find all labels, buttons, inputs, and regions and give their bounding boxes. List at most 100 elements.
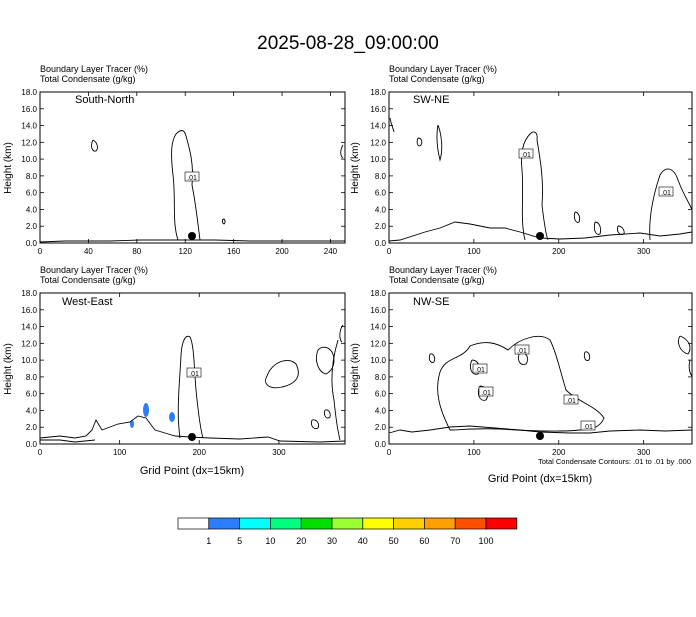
y-tick-label: 0.0 <box>26 239 38 248</box>
tracer-contour <box>416 137 423 147</box>
colorbar-label: 100 <box>478 536 493 546</box>
y-tick-label: 10.0 <box>370 155 386 164</box>
axes-nw-se: 0.0 2.0 4.0 6.0 8.0 10.0 12.0 14.0 16.0 18.0 0 100 2… <box>370 289 693 457</box>
panel-title-line1: Boundary Layer Tracer (%) <box>40 64 148 74</box>
tracer-contour <box>649 168 693 241</box>
tracer-contour <box>324 409 331 419</box>
contour-label-frame <box>563 394 579 405</box>
contour-label-box: .01 <box>184 171 200 182</box>
panel-name: NW-SE <box>413 296 449 308</box>
tracer-fill-1-5 <box>169 412 175 422</box>
tracer-contour <box>315 346 335 375</box>
y-tick-label: 12.0 <box>21 138 37 147</box>
y-tick-label: 12.0 <box>370 138 386 147</box>
contour-label: .01 <box>566 398 576 405</box>
contour-label: .01 <box>521 152 531 159</box>
tracer-contour <box>221 218 226 225</box>
panel-title-line2: Total Condensate (g/kg) <box>389 74 485 84</box>
tracer-contour <box>177 335 204 439</box>
location-marker <box>536 432 544 440</box>
axes-south-north: 0.0 2.0 4.0 6.0 8.0 10.0 12.0 14.0 16.0 18.0 0 40 80… <box>21 88 346 256</box>
y-axis-label: Height (km) <box>3 142 14 194</box>
tracer-contour <box>521 131 549 241</box>
contour-label: .01 <box>475 367 485 374</box>
contour-label: .01 <box>189 371 199 378</box>
x-tick-label: 200 <box>275 247 289 256</box>
terrain-line <box>388 425 693 434</box>
y-tick-label: 4.0 <box>375 406 387 415</box>
contour-label-box: .01 .01 .01 .01 .01 <box>472 344 596 431</box>
plot-frame <box>388 91 693 244</box>
colorbar-label: 20 <box>296 536 306 546</box>
y-tick-label: 8.0 <box>26 373 38 382</box>
contour-label: .01 <box>187 175 197 182</box>
x-tick-label: 0 <box>387 247 392 256</box>
x-axis-label: Grid Point (dx=15km) <box>488 473 592 485</box>
contour-label: .01 <box>481 390 491 397</box>
y-axis-label: Height (km) <box>3 343 14 395</box>
contour-label-frame <box>478 386 494 397</box>
colorbar: 1 5 10 20 30 40 50 60 70 100 <box>177 517 518 546</box>
panel-title-line1: Boundary Layer Tracer (%) <box>40 265 148 275</box>
panel-sw-ne: Boundary Layer Tracer (%) Total Condensa… <box>350 64 693 242</box>
y-tick-label: 18.0 <box>21 289 37 298</box>
tracer-contour <box>339 324 344 343</box>
x-tick-label: 200 <box>193 448 207 457</box>
colorbar-label: 40 <box>358 536 368 546</box>
location-marker <box>536 232 544 240</box>
colorbar-swatch <box>454 517 487 530</box>
y-tick-label: 0.0 <box>26 440 38 449</box>
footnote: Total Condensate Contours: .01 to .01 by… <box>538 457 691 466</box>
y-tick-label: 8.0 <box>375 373 387 382</box>
y-tick-label: 0.0 <box>375 440 387 449</box>
location-marker <box>188 232 196 240</box>
colorbar-swatch <box>177 517 210 530</box>
shaded-tracer <box>130 403 175 428</box>
x-tick-label: 160 <box>227 247 241 256</box>
tracer-contour <box>437 336 605 432</box>
y-tick-label: 16.0 <box>370 105 386 114</box>
tracer-contour <box>340 144 344 159</box>
panel-name: South-North <box>75 94 134 106</box>
panel-title-line1: Boundary Layer Tracer (%) <box>389 265 497 275</box>
y-tick-label: 0.0 <box>375 239 387 248</box>
contour-label-frame <box>658 186 674 197</box>
tracer-contour <box>677 335 691 355</box>
contour-label: .01 <box>517 348 527 355</box>
x-tick-label: 0 <box>387 448 392 457</box>
x-tick-label: 300 <box>272 448 286 457</box>
y-axis-label: Height (km) <box>350 343 361 395</box>
y-axis-label: Height (km) <box>350 142 361 194</box>
tracer-fill-1-5 <box>130 420 134 428</box>
y-tick-label: 18.0 <box>370 88 386 97</box>
tracer-contour <box>428 353 436 363</box>
x-tick-label: 300 <box>637 448 651 457</box>
y-tick-label: 14.0 <box>21 122 37 131</box>
panel-title-line1: Boundary Layer Tracer (%) <box>389 64 497 74</box>
x-tick-label: 0 <box>38 247 43 256</box>
colorbar-swatch <box>485 517 518 530</box>
y-tick-label: 4.0 <box>26 205 38 214</box>
y-tick-label: 12.0 <box>21 339 37 348</box>
y-tick-label: 8.0 <box>26 172 38 181</box>
contour-label-frame <box>514 344 530 355</box>
x-tick-label: 100 <box>113 448 127 457</box>
y-tick-label: 16.0 <box>21 105 37 114</box>
location-marker <box>188 433 196 441</box>
colorbar-label: 50 <box>389 536 399 546</box>
x-tick-label: 100 <box>467 247 481 256</box>
x-tick-label: 240 <box>324 247 338 256</box>
colorbar-label: 10 <box>265 536 275 546</box>
x-tick-label: 80 <box>132 247 141 256</box>
colorbar-swatch <box>424 517 456 530</box>
panel-name: SW-NE <box>413 94 449 106</box>
tracer-fill-1-5 <box>143 403 149 417</box>
colorbar-label: 5 <box>237 536 242 546</box>
colorbar-swatch <box>362 517 394 530</box>
figure-title: 2025-08-28_09:00:00 <box>257 33 439 54</box>
colorbar-swatch <box>239 517 271 530</box>
panel-south-north: Boundary Layer Tracer (%) Total Condensa… <box>3 64 345 243</box>
colorbar-swatch <box>300 517 333 530</box>
y-tick-label: 18.0 <box>21 88 37 97</box>
terrain-contours <box>388 335 693 434</box>
